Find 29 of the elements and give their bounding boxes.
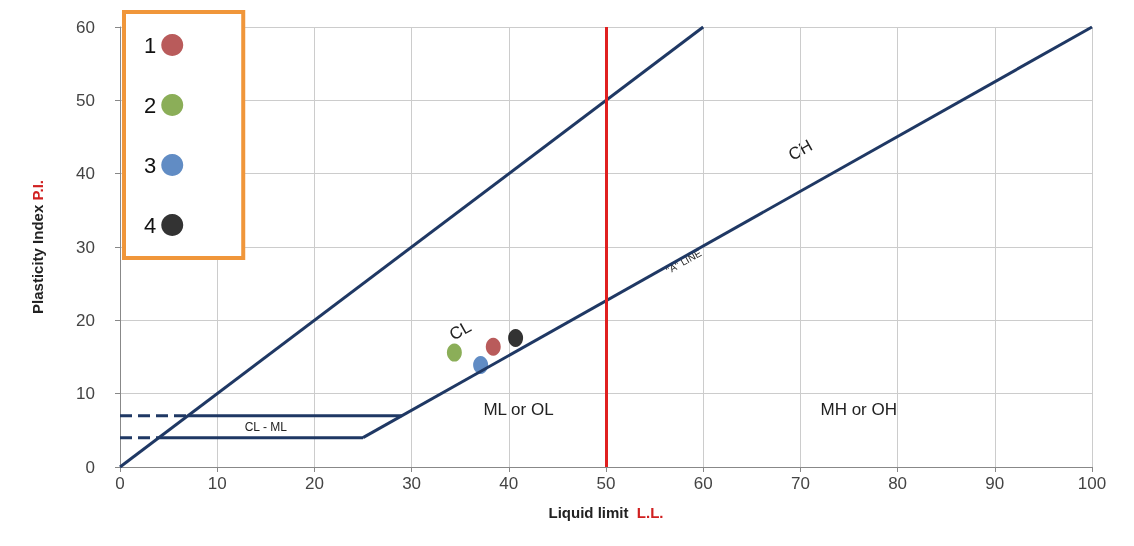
x-tick-label: 80 [888,474,908,493]
annotation: CL - ML [244,420,288,435]
x-tick-label: 30 [402,474,422,493]
annotation: "A" LINE [664,247,704,276]
annotation: ML or OL [483,400,554,420]
legend-label: 4 [143,212,157,238]
y-tick-label: 10 [76,384,95,404]
x-axis-title: Liquid limit L.L. [548,504,664,521]
y-tick-label: 0 [85,457,95,477]
annotation: CL [446,316,475,345]
y-tick-label: 50 [76,90,95,110]
x-tick-label: 50 [596,474,616,493]
x-tick-label: 0 [115,474,125,493]
legend-label: 3 [143,152,157,178]
x-tick-label: 40 [499,474,519,493]
x-tick-label: 70 [790,474,810,493]
x-tick-label: 20 [304,474,324,493]
x-tick-label: 90 [985,474,1005,493]
x-tick-label: 60 [693,474,713,493]
y-axis-title: Plasticity Index P.I. [29,180,46,314]
y-tick-label: 20 [76,310,95,330]
annotation: MH or OH [820,400,897,420]
y-tick-label: 30 [76,237,95,257]
x-tick-label: 100 [1077,474,1107,493]
y-tick-label: 60 [76,17,95,37]
legend-label: 1 [143,32,157,58]
legend-label: 2 [143,92,157,118]
y-tick-label: 40 [76,164,95,184]
x-tick-label: 10 [207,474,227,493]
